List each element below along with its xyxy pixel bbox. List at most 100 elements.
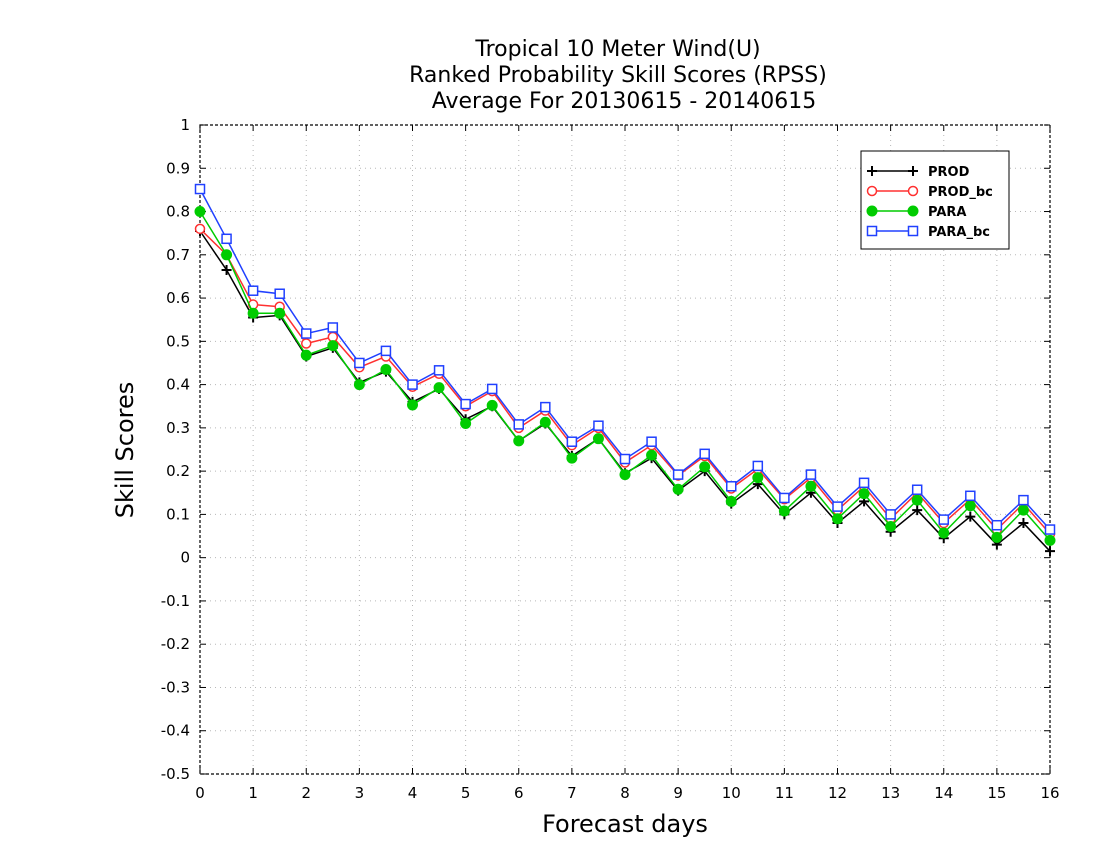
x-tick-label: 13 — [881, 784, 900, 802]
data-point — [274, 307, 286, 319]
data-point — [885, 521, 897, 533]
data-point — [672, 483, 684, 495]
data-point — [911, 484, 923, 495]
data-point — [353, 379, 365, 391]
data-point — [327, 340, 339, 352]
data-point — [486, 383, 498, 395]
data-point — [912, 505, 923, 516]
data-point — [1044, 534, 1056, 546]
data-point — [327, 322, 339, 333]
data-point — [1044, 524, 1056, 535]
x-axis: 0 1 2 3 4 5 6 7 8 9 10 11 12 13 14 15 16 — [195, 125, 1060, 802]
data-point — [194, 183, 206, 195]
series-layer — [194, 183, 1056, 557]
data-point — [752, 460, 764, 472]
data-point — [433, 382, 445, 394]
data-point — [646, 436, 657, 447]
data-point — [194, 223, 206, 235]
y-tick-label: 0 — [180, 549, 190, 567]
x-tick-label: 6 — [514, 784, 524, 802]
x-tick-label: 8 — [620, 784, 630, 802]
data-point — [991, 519, 1003, 531]
legend-marker — [907, 205, 919, 217]
data-point — [566, 452, 578, 464]
series-para — [194, 206, 1056, 546]
data-point — [513, 435, 525, 447]
series-line — [199, 230, 1051, 552]
x-tick-label: 5 — [461, 784, 471, 802]
data-point — [805, 469, 817, 480]
data-point — [858, 477, 870, 489]
data-point — [672, 469, 684, 480]
legend-marker — [907, 225, 919, 237]
data-point — [433, 365, 445, 376]
x-tick-label: 3 — [355, 784, 365, 802]
x-axis-title: Forecast days — [542, 810, 708, 838]
data-point — [407, 379, 418, 390]
data-point — [592, 433, 604, 445]
data-point — [539, 416, 551, 428]
y-tick-label: 1 — [180, 116, 190, 134]
data-point — [858, 488, 870, 500]
legend-label: PROD — [928, 165, 970, 180]
data-point — [301, 328, 312, 339]
data-point — [407, 399, 418, 411]
legend-marker — [866, 185, 878, 197]
data-point — [938, 527, 950, 539]
data-point — [938, 514, 949, 525]
legend-label: PARA — [928, 205, 966, 220]
data-point — [274, 288, 285, 299]
series-line — [199, 228, 1051, 535]
data-point — [726, 481, 737, 492]
y-tick-label: 0.2 — [166, 462, 190, 480]
title-line-3: Average For 20130615 - 20140615 — [432, 89, 817, 114]
data-point — [486, 399, 498, 411]
data-point — [1017, 504, 1029, 516]
y-tick-label: 0.7 — [166, 246, 190, 264]
data-point — [221, 264, 232, 275]
data-point — [301, 338, 312, 349]
data-point — [991, 531, 1003, 543]
data-point — [1018, 518, 1029, 529]
legend-marker — [866, 225, 878, 237]
data-point — [805, 480, 817, 492]
data-point — [619, 469, 631, 481]
data-point — [752, 472, 764, 484]
title-line-1: Tropical 10 Meter Wind(U) — [474, 37, 760, 62]
data-point — [965, 511, 976, 522]
data-point — [460, 418, 472, 430]
data-point — [646, 449, 658, 461]
y-tick-label: 0.9 — [166, 159, 190, 177]
data-point — [513, 419, 524, 430]
data-point — [327, 331, 339, 343]
y-tick-label: -0.4 — [161, 722, 190, 740]
x-tick-label: 16 — [1040, 784, 1059, 802]
x-tick-label: 2 — [301, 784, 311, 802]
x-tick-label: 12 — [828, 784, 847, 802]
data-point — [300, 349, 312, 361]
y-tick-label: -0.2 — [161, 635, 190, 653]
y-axis: 1 0.9 0.8 0.7 0.6 0.5 0.4 0.3 0.2 0.1 0 -0.1 -0.2 -0.… — [161, 116, 1050, 783]
series-prod-bc — [194, 223, 1056, 540]
data-point — [1045, 546, 1055, 557]
data-point — [619, 453, 631, 465]
data-point — [699, 461, 711, 473]
legend-box — [860, 150, 1010, 250]
x-tick-label: 14 — [934, 784, 953, 802]
y-tick-label: -0.1 — [161, 592, 190, 610]
legend-label: PROD_bc — [928, 185, 993, 200]
data-point — [699, 448, 710, 460]
x-tick-label: 1 — [248, 784, 258, 802]
x-tick-label: 15 — [987, 784, 1006, 802]
x-tick-label: 9 — [673, 784, 683, 802]
data-point — [247, 307, 259, 319]
data-point — [778, 505, 790, 517]
x-tick-label: 4 — [408, 784, 418, 802]
legend: PROD PROD_bc PARA PARA_bc — [860, 150, 1010, 250]
data-point — [885, 509, 896, 520]
data-point — [779, 492, 790, 504]
y-tick-label: 0.8 — [166, 203, 190, 221]
data-point — [194, 206, 206, 218]
